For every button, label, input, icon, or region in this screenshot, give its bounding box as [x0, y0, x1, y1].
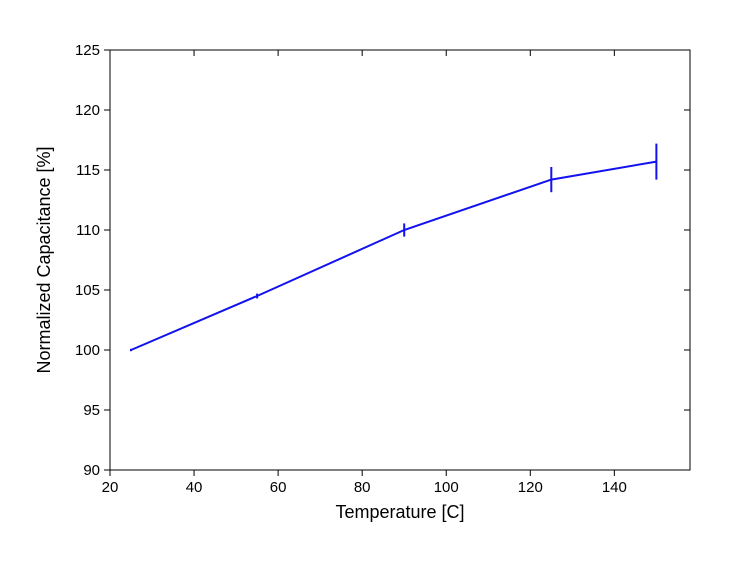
y-tick-label: 115 — [76, 162, 100, 179]
x-tick-label: 40 — [186, 479, 203, 496]
y-tick-label: 110 — [76, 222, 100, 239]
y-tick-label: 100 — [75, 342, 100, 359]
x-tick-label: 80 — [354, 479, 371, 496]
x-tick-label: 60 — [270, 479, 287, 496]
plot-frame — [110, 50, 690, 470]
chart-svg: 20 40 60 80 100 120 140 90 95 100 105 110 115 120 125 T… — [0, 0, 750, 563]
y-axis-label: Normalized Capacitance [%] — [34, 146, 54, 373]
y-tick-label: 90 — [83, 462, 100, 479]
x-axis-label: Temperature [C] — [335, 502, 464, 522]
y-tick-label: 105 — [75, 282, 100, 299]
y-tick-label: 95 — [83, 402, 100, 419]
y-tick-label: 120 — [75, 102, 100, 119]
x-tick-label: 140 — [602, 479, 627, 496]
data-line — [131, 162, 656, 350]
x-tick-label: 20 — [102, 479, 119, 496]
y-tick-label: 125 — [75, 42, 100, 59]
x-tick-label: 120 — [518, 479, 543, 496]
capacitance-vs-temperature-chart: 20 40 60 80 100 120 140 90 95 100 105 110 115 120 125 T… — [0, 0, 750, 563]
x-tick-label: 100 — [434, 479, 459, 496]
